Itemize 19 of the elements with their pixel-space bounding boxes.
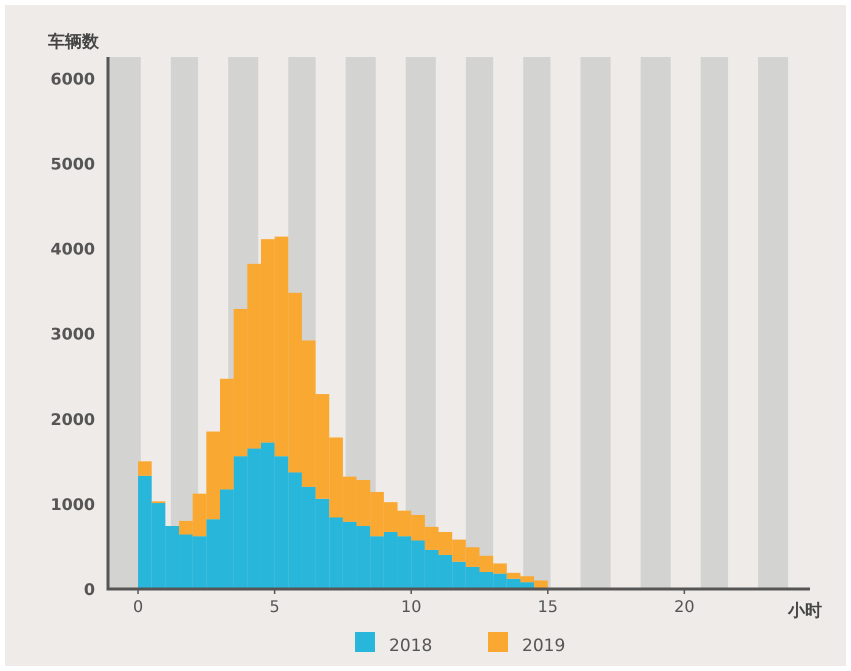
legend-item: 2019 [488, 632, 566, 656]
legend-item: 2018 [355, 632, 432, 656]
x-tick-label: 5 [270, 597, 280, 616]
x-tick-label: 0 [132, 597, 144, 616]
y-tick-label: 0 [84, 580, 95, 599]
y-tick-label: 4000 [50, 240, 95, 259]
y-tick-label: 3000 [50, 324, 95, 344]
bar [138, 461, 152, 476]
y-tick-label: 1000 [50, 494, 95, 514]
legend-label: 2018 [389, 636, 432, 656]
x-tick-label: 10 [401, 597, 422, 616]
x-tick-label: 20 [674, 597, 695, 616]
y-axis-title: 车辆数 [47, 32, 100, 52]
x-tick-label: 15 [538, 597, 558, 616]
y-tick-label: 6000 [50, 69, 95, 88]
y-tick-label: 2000 [50, 410, 95, 429]
y-tick-label: 5000 [50, 154, 95, 174]
legend-label: 2019 [522, 636, 566, 656]
x-axis-title: 小时 [787, 601, 822, 621]
